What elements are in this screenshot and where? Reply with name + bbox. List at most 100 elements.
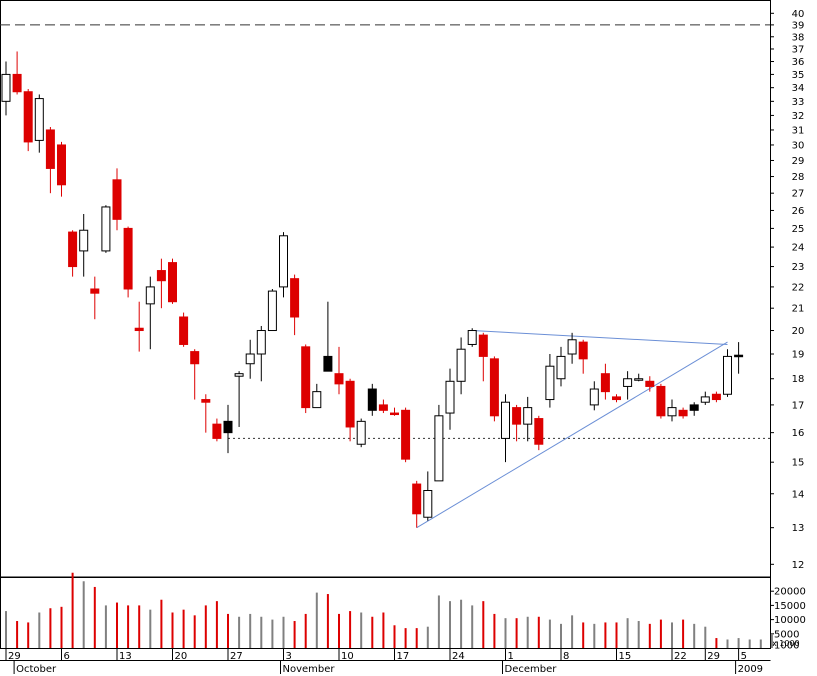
volume-bar: [249, 613, 252, 648]
volume-bar: [515, 618, 518, 648]
price-tick-label: 40: [792, 9, 805, 20]
candle-body: [12, 73, 22, 93]
candle-body: [267, 290, 277, 332]
candle-body: [678, 409, 688, 417]
volume-bar: [737, 638, 740, 648]
candle-body: [634, 378, 644, 381]
candle-body: [190, 351, 200, 365]
date-tick-label: 3: [286, 651, 292, 662]
volume-bar: [704, 626, 707, 648]
volume-bar: [659, 619, 662, 648]
volume-bar: [104, 605, 107, 648]
candle-body: [456, 348, 466, 382]
volume-bar: [338, 613, 340, 648]
price-frame: [0, 0, 771, 578]
price-tick-label: 20: [792, 326, 805, 337]
date-tick-label: 13: [119, 651, 132, 662]
candle-body: [667, 407, 677, 417]
volume-tick-label: 1000: [774, 641, 799, 652]
candle-body: [145, 286, 155, 305]
volume-bar: [437, 595, 440, 648]
volume-bar: [71, 572, 74, 648]
candle-body: [156, 270, 166, 282]
volume-bar: [748, 639, 751, 648]
volume-bar: [371, 616, 374, 648]
volume-bar: [593, 623, 596, 648]
volume-unit-label: x 1000: [772, 639, 800, 648]
volume-tick-label: 5000: [774, 629, 799, 640]
candle-body: [578, 341, 588, 360]
date-tick-label: 27: [230, 651, 243, 662]
price-tick-label: 30: [792, 140, 805, 151]
volume-bar: [548, 619, 551, 648]
candle-body: [301, 346, 311, 409]
candle-body: [34, 98, 44, 141]
volume-bar: [215, 601, 218, 648]
volume-bar: [560, 623, 562, 648]
volume-bar: [116, 602, 118, 648]
candle-body: [556, 355, 566, 380]
volume-bar: [271, 619, 274, 648]
date-tick-label: 8: [563, 651, 569, 662]
date-tick-label: 22: [674, 651, 687, 662]
price-tick-label: 39: [792, 20, 805, 31]
volume-bar: [182, 609, 185, 648]
price-tick-label: 26: [792, 206, 805, 217]
volume-bar: [282, 616, 285, 648]
volume-bar: [82, 581, 85, 648]
candle-body: [23, 91, 33, 143]
volume-bar: [715, 638, 718, 648]
price-tick-label: 34: [792, 83, 805, 94]
candle-body: [134, 327, 144, 332]
price-tick-label: 12: [792, 560, 805, 571]
volume-bar: [615, 622, 618, 648]
price-panel: 12 13 14 15 16 17 18 19 20 21 22 23 24 25 26 27 28 29 30 31…: [0, 0, 805, 578]
candle-body: [312, 391, 322, 409]
volume-bar: [149, 609, 152, 648]
price-tick-label: 23: [792, 262, 805, 273]
volume-bar: [315, 592, 318, 648]
volume-bar: [138, 605, 141, 648]
volume-bar: [360, 612, 363, 648]
candle-body: [589, 388, 599, 406]
volume-bar: [415, 628, 418, 648]
candle-body: [567, 339, 577, 355]
price-tick-label: 29: [792, 156, 805, 167]
volume-bar: [604, 622, 607, 648]
candle-body: [711, 393, 721, 401]
date-tick-label: 10: [341, 651, 354, 662]
price-tick-label: 35: [792, 70, 805, 81]
volume-bar: [49, 608, 52, 648]
candle-body: [512, 407, 522, 425]
date-axis: 29 6 13 20 27 3 10 17 24 1 8 15 22 29 5 October November…: [0, 648, 771, 675]
candle-body: [223, 420, 233, 434]
price-tick-label: 18: [792, 374, 805, 385]
candle-body: [290, 278, 300, 318]
candle-body: [57, 144, 66, 186]
candle-body: [90, 288, 100, 294]
candle-body: [467, 330, 477, 345]
candle-body: [79, 229, 89, 252]
candle-body: [201, 399, 211, 403]
volume-bar: [482, 601, 485, 648]
volume-bar: [204, 605, 207, 648]
candle-body: [345, 380, 355, 428]
volume-bar: [471, 605, 474, 648]
volume-bar: [648, 623, 651, 648]
volume-bar: [227, 613, 229, 648]
volume-bar: [193, 615, 196, 648]
volume-bar: [671, 622, 673, 648]
month-label: October: [16, 664, 57, 675]
candle-body: [45, 129, 55, 169]
date-tick-label: 15: [619, 651, 632, 662]
volume-bar: [726, 639, 729, 648]
candle-body: [367, 388, 377, 411]
candle-body: [123, 227, 133, 290]
price-tick-label: 38: [792, 32, 805, 43]
price-tick-label: 31: [792, 125, 805, 136]
price-tick-label: 16: [792, 428, 805, 439]
volume-bar: [16, 621, 19, 648]
volume-bar: [571, 615, 574, 648]
price-tick-label: 25: [792, 224, 805, 235]
